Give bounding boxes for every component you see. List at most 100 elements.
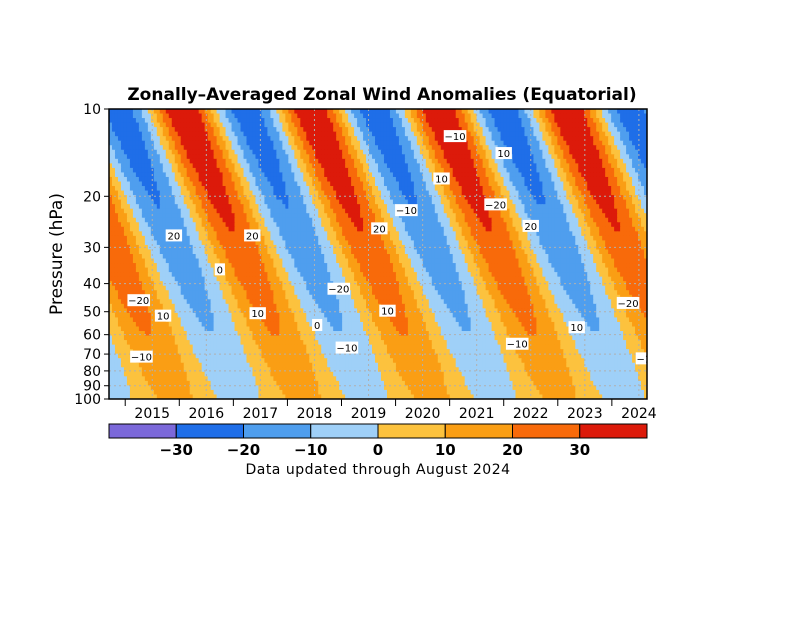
field-cell: [129, 154, 134, 160]
field-cell: [536, 145, 540, 151]
field-cell: [339, 163, 343, 169]
field-cell: [336, 118, 340, 124]
field-cell: [434, 113, 439, 119]
field-cell: [372, 176, 376, 183]
field-cell: [369, 167, 373, 174]
field-cell: [264, 163, 269, 169]
field-cell: [345, 158, 349, 164]
field-cell: [171, 172, 176, 178]
field-cell: [416, 172, 421, 178]
field-cell: [261, 181, 266, 187]
field-cell: [395, 109, 400, 115]
field-cell: [279, 149, 283, 155]
field-cell: [147, 109, 152, 115]
field-cell: [351, 118, 355, 124]
field-cell: [620, 131, 624, 137]
field-cell: [434, 118, 439, 124]
field-cell: [141, 181, 146, 187]
field-cell: [354, 109, 358, 115]
field-cell: [527, 118, 532, 124]
field-cell: [162, 158, 167, 164]
field-cell: [641, 140, 645, 146]
field-cell: [126, 131, 131, 137]
field-cell: [109, 118, 113, 124]
field-cell: [623, 145, 627, 151]
field-cell: [237, 167, 242, 174]
field-cell: [488, 113, 493, 119]
field-cell: [506, 172, 511, 178]
field-cell: [530, 113, 535, 119]
field-cell: [434, 149, 439, 155]
field-cell: [318, 145, 322, 151]
field-cell: [132, 145, 137, 151]
field-cell: [611, 176, 615, 183]
field-cell: [109, 140, 113, 146]
field-cell: [132, 181, 137, 187]
field-cell: [366, 113, 370, 119]
field-cell: [354, 118, 358, 124]
field-cell: [321, 131, 325, 137]
field-cell: [641, 136, 645, 142]
field-cell: [123, 181, 128, 187]
field-cell: [333, 149, 337, 155]
field-cell: [554, 158, 558, 164]
field-cell: [638, 136, 642, 142]
field-cell: [198, 131, 203, 137]
field-cell: [114, 122, 119, 128]
field-cell: [273, 172, 277, 178]
field-cell: [605, 136, 609, 142]
field-cell: [318, 109, 322, 115]
field-cell: [291, 127, 295, 133]
field-cell: [599, 136, 603, 142]
field-cell: [189, 158, 194, 164]
field-cell: [156, 172, 161, 178]
field-cell: [150, 140, 155, 146]
field-cell: [593, 127, 597, 133]
field-cell: [455, 158, 460, 164]
field-cell: [174, 176, 179, 183]
field-cell: [602, 109, 606, 115]
field-cell: [521, 145, 526, 151]
field-cell: [189, 181, 194, 187]
field-cell: [189, 176, 194, 183]
field-cell: [458, 172, 463, 178]
field-cell: [243, 158, 248, 164]
field-cell: [234, 122, 239, 128]
field-cell: [339, 172, 343, 178]
field-cell: [285, 113, 289, 119]
field-cell: [641, 158, 645, 164]
field-cell: [437, 167, 442, 174]
field-cell: [425, 145, 430, 151]
field-cell: [297, 131, 301, 137]
field-cell: [342, 136, 346, 142]
field-cell: [611, 172, 615, 178]
field-cell: [198, 109, 203, 115]
field-cell: [560, 131, 564, 137]
field-cell: [482, 176, 487, 183]
field-cell: [279, 136, 283, 142]
field-cell: [117, 176, 122, 183]
field-cell: [536, 109, 540, 115]
field-cell: [282, 145, 286, 151]
field-cell: [360, 122, 364, 128]
field-cell: [413, 122, 418, 128]
field-cell: [407, 140, 412, 146]
field-cell: [428, 131, 433, 137]
field-cell: [386, 109, 391, 115]
field-cell: [291, 131, 295, 137]
field-cell: [497, 176, 502, 183]
field-cell: [363, 140, 367, 146]
field-cell: [354, 145, 358, 151]
field-cell: [446, 167, 451, 174]
field-cell: [174, 181, 179, 187]
field-cell: [366, 145, 370, 151]
field-cell: [428, 167, 433, 174]
field-cell: [626, 149, 630, 155]
field-cell: [117, 131, 122, 137]
field-cell: [357, 163, 361, 169]
field-cell: [144, 140, 149, 146]
field-cell: [638, 118, 642, 124]
field-cell: [617, 136, 621, 142]
field-cell: [369, 181, 373, 187]
field-cell: [590, 149, 594, 155]
